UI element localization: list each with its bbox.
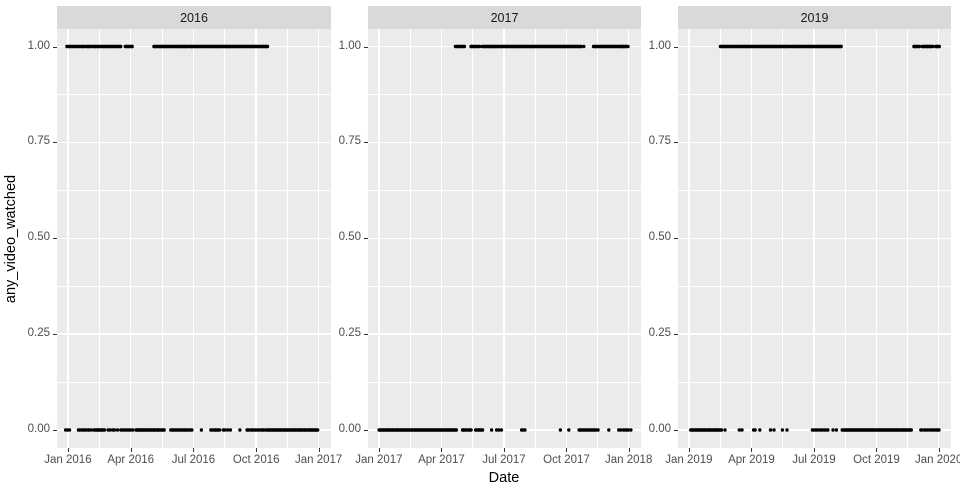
y-tick-mark [53, 238, 57, 240]
y-tick-mark [674, 238, 678, 240]
facet-strip: 2016 [57, 6, 331, 29]
y-tick-mark [364, 238, 368, 240]
scatter-points [63, 44, 320, 432]
y-tick-label: 0.25 [648, 327, 671, 340]
x-tick-mark [628, 448, 630, 452]
y-tick-mark [53, 429, 57, 431]
x-tick-mark [566, 448, 568, 452]
gridline-major-v [813, 29, 815, 448]
plot-panel [57, 29, 331, 448]
x-tick-label: Oct 2017 [543, 454, 590, 466]
y-tick-label: 0.50 [648, 231, 671, 244]
x-tick-label: Jul 2017 [482, 454, 526, 466]
gridline-major-v [688, 29, 690, 448]
x-tick-mark [441, 448, 443, 452]
x-tick-mark [130, 448, 132, 452]
y-tick-label: 0.00 [648, 422, 671, 435]
scatter-points [377, 44, 633, 432]
x-tick-label: Jan 2016 [44, 454, 92, 466]
y-tick-mark [364, 46, 368, 48]
y-tick-mark [674, 334, 678, 336]
y-tick-mark [364, 429, 368, 431]
gridline-major-v [875, 29, 878, 448]
gridline-major-v [937, 29, 940, 448]
gridline-major-v [67, 29, 69, 448]
gridline-major-v [192, 29, 195, 448]
x-tick-label: Jul 2019 [792, 454, 836, 466]
y-tick-label: 1.00 [648, 39, 671, 52]
x-tick-label: Jan 2020 [915, 454, 960, 466]
gridline-major-v [565, 29, 568, 448]
facet-strip-label: 2016 [180, 10, 208, 25]
gridline-major-v [440, 29, 443, 448]
x-tick-mark [876, 448, 878, 452]
y-tick-mark [53, 46, 57, 48]
scatter-points [689, 44, 941, 432]
y-tick-mark [53, 334, 57, 336]
x-tick-label: Oct 2016 [232, 454, 280, 466]
x-tick-mark [378, 448, 380, 452]
x-tick-label: Jan 2017 [355, 454, 403, 466]
y-tick-label: 0.75 [648, 135, 671, 148]
y-tick-mark [674, 46, 678, 48]
x-tick-label: Jan 2017 [294, 454, 343, 466]
x-tick-mark [256, 448, 258, 452]
facet-strip-label: 2019 [800, 10, 829, 25]
gridline-major-v [750, 29, 753, 448]
x-tick-label: Oct 2019 [853, 454, 900, 466]
gridline-major-v [255, 29, 257, 448]
y-tick-mark [53, 142, 57, 144]
y-tick-mark [674, 142, 678, 144]
x-tick-mark [503, 448, 505, 452]
y-tick-label: 0.50 [338, 231, 361, 244]
gridline-major-v [129, 29, 132, 448]
x-tick-label: Jan 2019 [665, 454, 713, 466]
facet-strip: 2019 [678, 6, 951, 29]
x-tick-label: Jan 2018 [605, 454, 653, 466]
x-tick-mark [751, 448, 753, 452]
y-tick-label: 0.75 [27, 135, 50, 148]
x-tick-label: Jul 2016 [171, 454, 216, 466]
x-tick-mark [938, 448, 940, 452]
gridline-major-v [317, 29, 320, 448]
y-tick-label: 0.00 [338, 422, 361, 435]
plot-panel [368, 29, 641, 448]
x-tick-label: Apr 2019 [728, 454, 775, 466]
y-tick-label: 0.75 [338, 135, 361, 148]
y-tick-label: 1.00 [27, 39, 50, 52]
gridline-major-v [378, 29, 380, 448]
y-tick-mark [364, 334, 368, 336]
x-tick-mark [318, 448, 320, 452]
x-axis-title: Date [488, 470, 520, 486]
y-tick-label: 1.00 [338, 39, 361, 52]
x-tick-mark [688, 448, 690, 452]
x-tick-mark [193, 448, 195, 452]
x-tick-label: Apr 2017 [418, 454, 465, 466]
gridline-major-v [503, 29, 505, 448]
y-tick-label: 0.50 [27, 231, 50, 244]
y-tick-label: 0.25 [338, 327, 361, 340]
plot-panel [678, 29, 951, 448]
y-tick-mark [364, 142, 368, 144]
y-tick-label: 0.25 [27, 327, 50, 340]
gridline-major-v [627, 29, 630, 448]
y-tick-label: 0.00 [27, 422, 50, 435]
y-tick-mark [674, 429, 678, 431]
x-tick-mark [67, 448, 69, 452]
facet-strip-label: 2017 [490, 10, 519, 25]
x-tick-mark [813, 448, 815, 452]
x-tick-label: Apr 2016 [107, 454, 155, 466]
facet-strip: 2017 [368, 6, 641, 29]
